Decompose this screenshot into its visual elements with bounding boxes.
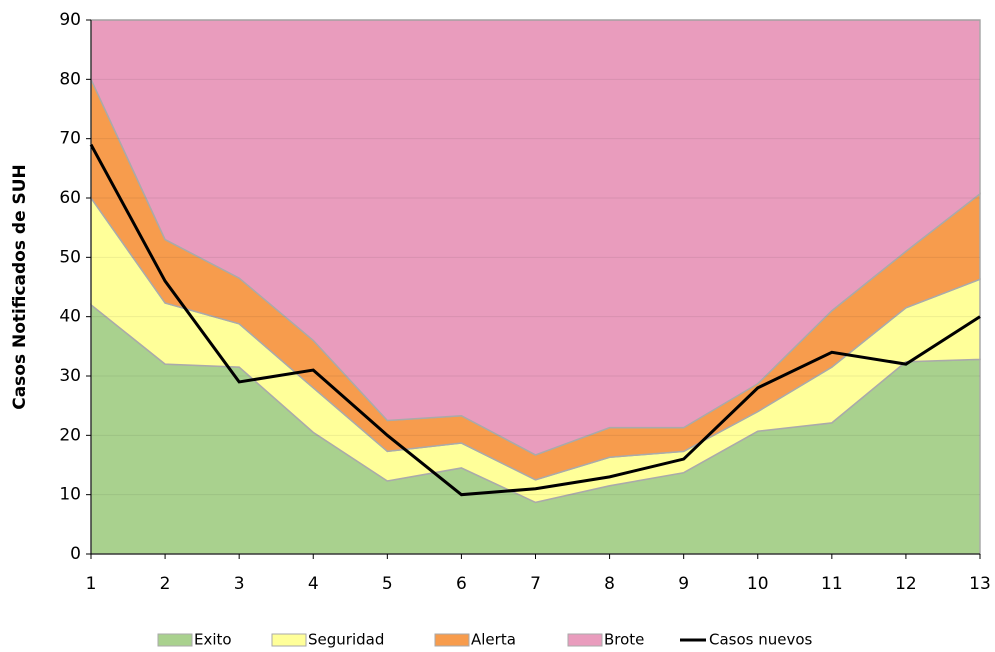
x-tick-label: 9 [678,574,689,594]
x-tick-label: 7 [530,574,541,594]
x-tick-label: 6 [456,574,467,594]
legend-swatch [157,633,193,647]
x-tick-label: 11 [821,574,843,594]
line [89,143,981,497]
area [90,19,981,456]
y-tick-label: 20 [59,425,81,445]
y-tick-label: 70 [59,129,81,149]
x-tick-label: 2 [160,574,171,594]
legend-label: Seguridad [308,631,384,649]
y-tick-label: 10 [59,485,81,505]
legend-swatch [567,633,603,647]
legend-swatch [434,633,470,647]
legend-swatch [271,633,307,647]
y-tick-label: 50 [59,247,81,267]
y-tick-label: 90 [59,10,81,30]
x-tick-label: 5 [382,574,393,594]
legend-label: Brote [604,631,644,649]
y-tick-label: 80 [59,69,81,89]
y-tick-label: 30 [59,366,81,386]
legend-label: Casos nuevos [709,631,813,649]
x-tick-label: 3 [234,574,245,594]
x-tick-label: 12 [895,574,917,594]
legend-label: Exito [194,631,232,649]
y-tick-label: 60 [59,188,81,208]
x-tick-label: 8 [604,574,615,594]
y-axis-title: Casos Notificados de SUH [10,164,30,410]
y-tick-label: 40 [59,307,81,327]
legend-label: Alerta [471,631,516,649]
x-tick-label: 10 [747,574,769,594]
x-tick-label: 1 [86,574,97,594]
x-tick-label: 13 [969,574,991,594]
x-tick-label: 4 [308,574,319,594]
y-tick-label: 0 [70,544,81,564]
